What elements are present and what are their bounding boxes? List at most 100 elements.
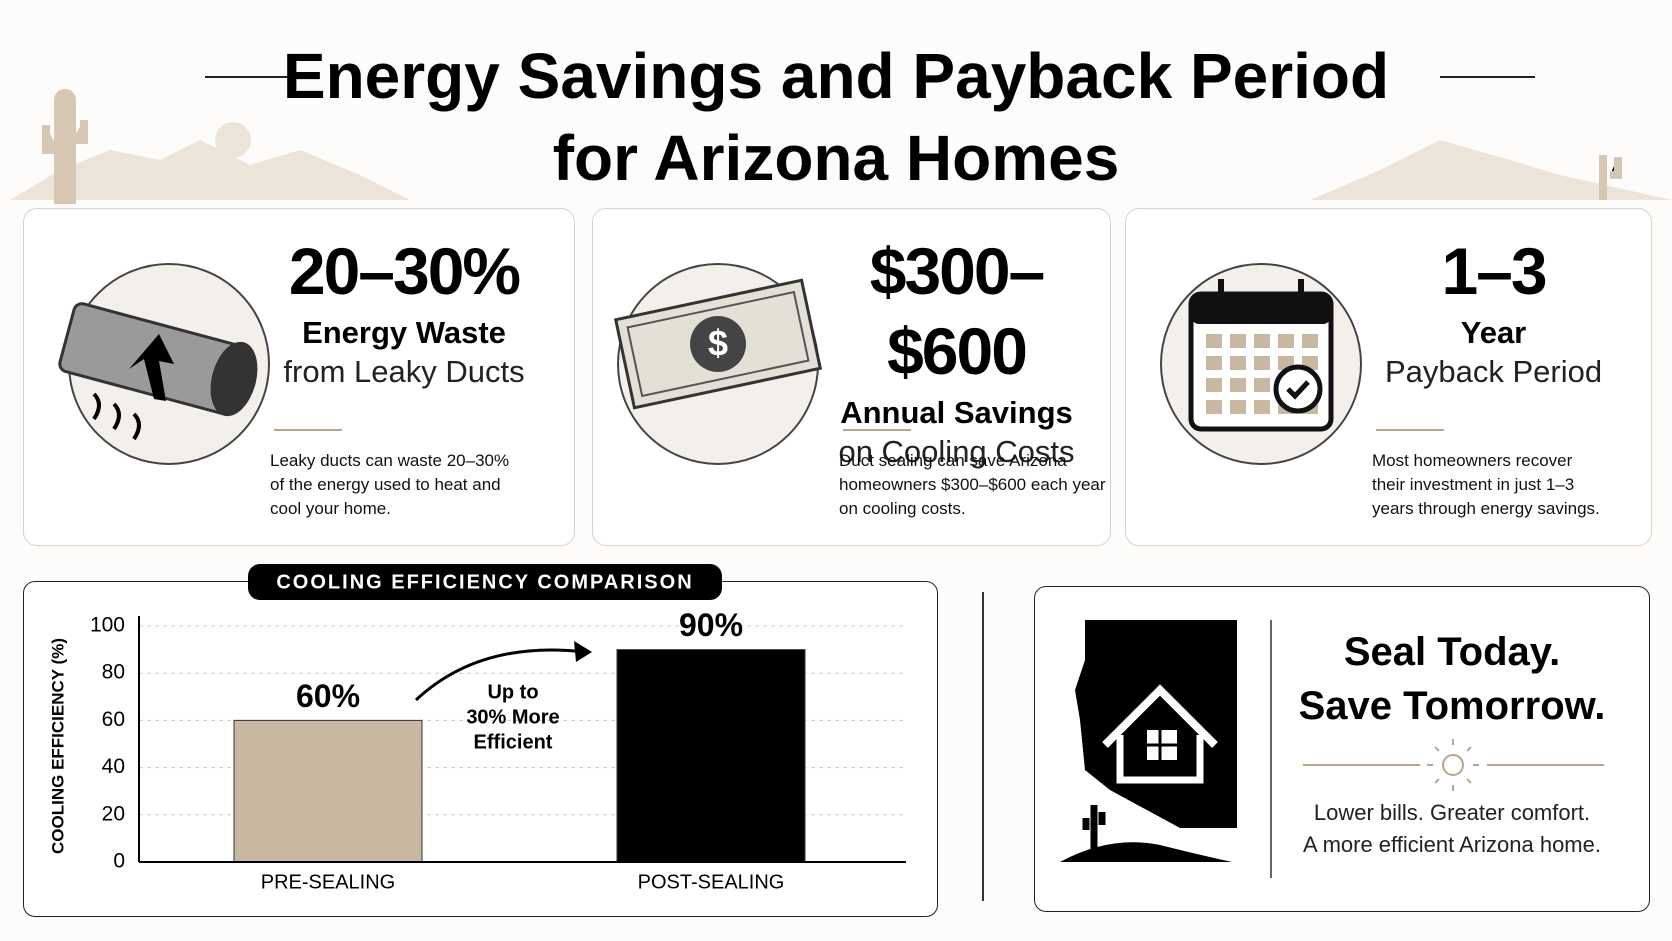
icon-part [1206,356,1222,370]
card-stat: $300–$600 [869,234,1046,388]
card-text: $300–$600 Annual Savings on Cooling Costs [818,231,1095,471]
icon-part [690,316,746,372]
annotation: 30% More [466,706,559,728]
card-label-bold: Annual Savings [840,395,1073,430]
cta-body: Lower bills. Greater comfort. A more effi… [1271,797,1633,861]
card-stat: 1–3 [1441,234,1547,308]
body-line: of the energy used to heat and [270,475,501,494]
card-label-bold: Year [1460,315,1527,350]
body-line: on cooling costs. [839,499,966,518]
title: Energy Savings and Payback Period for Ari… [0,35,1672,199]
y-tick-label: 40 [102,755,125,778]
body-line: homeowners $300–$600 each year [839,475,1106,494]
cactus [1599,155,1622,200]
arizona-map [1075,620,1237,828]
icon-part [92,392,141,441]
card-label-light: on Cooling Costs [838,434,1075,469]
y-tick-label: 0 [113,850,125,873]
headline-line: Save Tomorrow. [1298,684,1606,728]
annotation: Efficient [474,731,553,753]
card-icon [58,263,270,465]
body-line: cool your home. [270,499,391,518]
house-wall [1116,735,1204,784]
icon-part [1230,356,1246,370]
window-frame [1147,730,1177,760]
card-icon: $ [613,263,823,465]
icon-part [1254,334,1270,348]
card-stat: 20–30% [288,234,521,308]
y-tick-label: 80 [102,661,125,684]
body-line: Duct sealing can save Arizona [839,451,1067,470]
card-text: 20–30% Energy Waste from Leaky Ducts [249,231,559,391]
cactus [42,89,88,204]
sun-rays [1427,739,1479,791]
value-label: 90% [679,607,743,643]
body-line: Most homeowners recover [1372,451,1573,470]
card-label-bold: Energy Waste [302,315,506,350]
accent-rule [274,429,342,431]
icon-part [1254,378,1270,392]
icon-part [1302,334,1318,348]
headline-line: Seal Today. [1343,630,1561,674]
body-line: A more efficient Arizona home. [1303,832,1601,857]
card-label-light: from Leaky Ducts [283,354,525,389]
icon-part [1278,334,1294,348]
icon-part [1206,334,1222,348]
chart-title-pill [248,564,722,600]
card-body: Leaky ducts can waste 20–30% of the energ… [270,449,509,521]
mountains [1310,140,1672,200]
icon-part [1206,400,1222,414]
icon-part [1230,400,1246,414]
body-line: Lower bills. Greater comfort. [1313,800,1591,825]
card-body: Duct sealing can save Arizona homeowners … [839,449,1106,521]
annotation-arrow [414,648,586,702]
card-body: Most homeowners recover their investment … [1372,449,1600,521]
icon-part [210,341,258,417]
title-line: Energy Savings and Payback Period [282,40,1390,112]
card-icon [1160,263,1362,465]
stat-card: 20–30% Energy Waste from Leaky Ducts Leaky … [23,208,575,546]
icon-part: $ [708,323,728,364]
bar [616,649,806,863]
title-line: for Arizona Homes [552,122,1120,194]
y-tick-label: 100 [90,614,125,637]
chart-title: COOLING EFFICIENCY COMPARISON [276,571,693,593]
icon-part [1206,378,1222,392]
x-tick-label: PRE-SEALING [261,871,395,893]
y-tick-label: 20 [102,802,125,825]
bar [233,719,423,863]
icon-part [626,290,810,398]
body-line: years through energy savings. [1372,499,1600,518]
icon-part [1230,334,1246,348]
accent-rule [1376,429,1444,431]
ground [1060,842,1232,862]
cactus [1082,805,1106,850]
icon-part [1230,378,1246,392]
icon-part [129,334,174,401]
icon-part [1286,380,1310,400]
mountains [10,140,410,200]
x-tick-label: POST-SEALING [638,871,785,893]
cta-headline: Seal Today. Save Tomorrow. [1271,625,1633,733]
house-roof [1102,684,1218,748]
annotation: Up to [487,681,538,703]
icon-part [1254,356,1270,370]
icon-part [1191,294,1331,324]
stat-card: 1–3 Year Payback Period Most homeowners rec… [1125,208,1652,546]
icon-part [1273,364,1323,414]
icon-part [1218,279,1304,309]
y-axis-label: COOLING EFFICIENCY (%) [48,638,67,854]
body-line: their investment in just 1–3 [1372,475,1575,494]
body-line: Leaky ducts can waste 20–30% [270,451,510,470]
sun-icon [1442,754,1464,776]
value-label: 60% [296,678,360,714]
card-text: 1–3 Year Payback Period [1351,231,1636,391]
y-tick-label: 60 [102,708,125,731]
sun [215,122,251,158]
icon-part [1254,400,1270,414]
arrow-head [574,641,592,662]
